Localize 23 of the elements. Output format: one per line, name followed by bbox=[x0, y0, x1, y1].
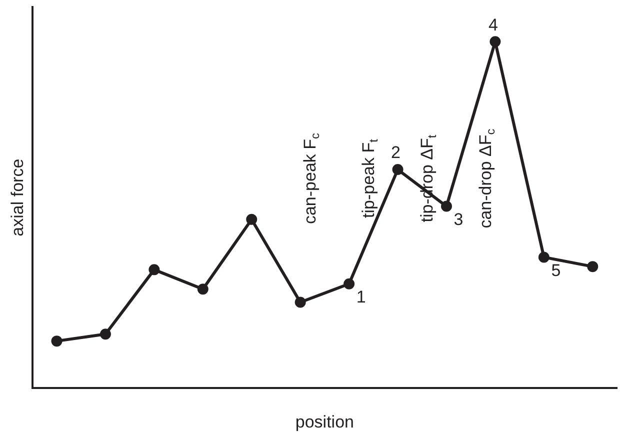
point bbox=[440, 200, 452, 212]
point bbox=[246, 214, 258, 225]
annotation: can-drop ΔFc bbox=[476, 128, 498, 228]
point bbox=[538, 252, 550, 263]
annotation: tip-drop ΔFt bbox=[417, 134, 439, 222]
point bbox=[490, 36, 501, 48]
point bbox=[197, 284, 208, 295]
point bbox=[100, 328, 111, 340]
point bbox=[294, 296, 306, 308]
point bbox=[587, 261, 598, 272]
point bbox=[392, 164, 404, 176]
annotation: 5 bbox=[551, 260, 561, 280]
y-axis-title: axial force bbox=[8, 158, 27, 236]
annotation: tip-peak Ft bbox=[358, 138, 381, 218]
annotation: 3 bbox=[454, 210, 464, 229]
annotation: can-peak Fc bbox=[300, 132, 322, 224]
text: 4 bbox=[488, 15, 498, 34]
point bbox=[344, 278, 355, 290]
x-axis-title: position bbox=[295, 412, 354, 432]
annotation: 2 bbox=[391, 143, 401, 162]
point bbox=[148, 264, 160, 276]
point bbox=[51, 336, 62, 347]
annotation: 1 bbox=[356, 288, 366, 307]
